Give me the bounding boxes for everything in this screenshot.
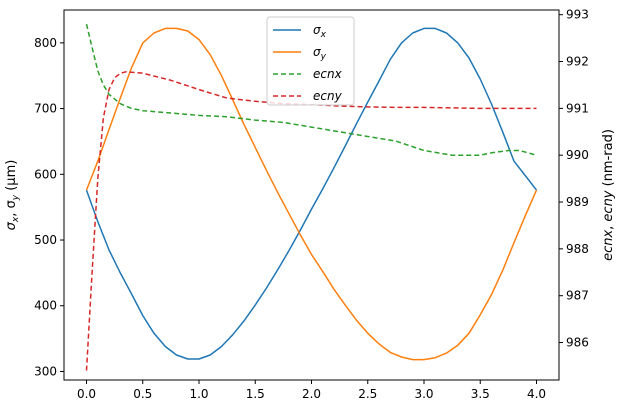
legend-label-sigma-y: σy <box>313 45 327 62</box>
y-left-tick-label: 400 <box>34 299 57 313</box>
legend-entry-ecnx: ecnx <box>273 67 343 81</box>
y-left-tick-label: 600 <box>34 167 57 181</box>
tick-layer: 0.0 0.5 1.0 1.5 2.0 2.5 3.0 3.5 4.0 300 400 500 600 7… <box>34 8 589 401</box>
x-tick-label: 3.0 <box>414 387 433 401</box>
y-right-tick-label: 989 <box>566 195 589 209</box>
y-left-tick-label: 500 <box>34 233 57 247</box>
x-tick-label: 1.5 <box>246 387 265 401</box>
x-tick-label: 2.5 <box>358 387 377 401</box>
series-line-ecny <box>85 71 537 371</box>
y-left-tick-label: 800 <box>34 36 57 50</box>
legend-entry-sigma-x: σx <box>273 23 327 40</box>
x-tick-label: 2.0 <box>302 387 321 401</box>
legend-entry-sigma-y: σy <box>273 45 327 62</box>
plot-frame <box>63 9 560 381</box>
y-right-tick-label: 991 <box>566 101 589 115</box>
legend-entry-ecny: ecny <box>273 89 343 103</box>
legend-box <box>266 16 355 106</box>
y-right-tick-label: 988 <box>566 242 589 256</box>
x-tick-label: 0.5 <box>133 387 152 401</box>
y-right-tick-label: 987 <box>566 289 589 303</box>
series-line-sigma-x <box>85 27 538 360</box>
legend-label-sigma-x: σx <box>313 23 327 40</box>
y-axis-left-label: σx, σy (μm) <box>4 160 21 231</box>
y-left-tick-label: 700 <box>34 102 57 116</box>
y-axis-right-label: ecnx, ecny (nm-rad) <box>601 129 616 261</box>
x-tick-label: 1.0 <box>189 387 208 401</box>
x-tick-label: 0.0 <box>77 387 96 401</box>
series-line-sigma-y <box>85 27 538 361</box>
plot-layer <box>85 23 538 371</box>
x-tick-label: 4.0 <box>527 387 546 401</box>
y-right-tick-label: 986 <box>566 336 589 350</box>
legend: σx σy ecnx ecny <box>266 16 355 106</box>
x-tick-label: 3.5 <box>471 387 490 401</box>
legend-label-ecny: ecny <box>313 89 343 103</box>
legend-label-ecnx: ecnx <box>313 67 343 81</box>
y-right-tick-label: 990 <box>566 148 589 162</box>
y-right-tick-label: 992 <box>566 55 589 69</box>
y-right-tick-label: 993 <box>566 8 589 22</box>
y-axis-left-label-sep: , σ <box>4 200 19 217</box>
y-left-tick-label: 300 <box>34 364 57 378</box>
series-line-ecnx <box>85 23 537 156</box>
